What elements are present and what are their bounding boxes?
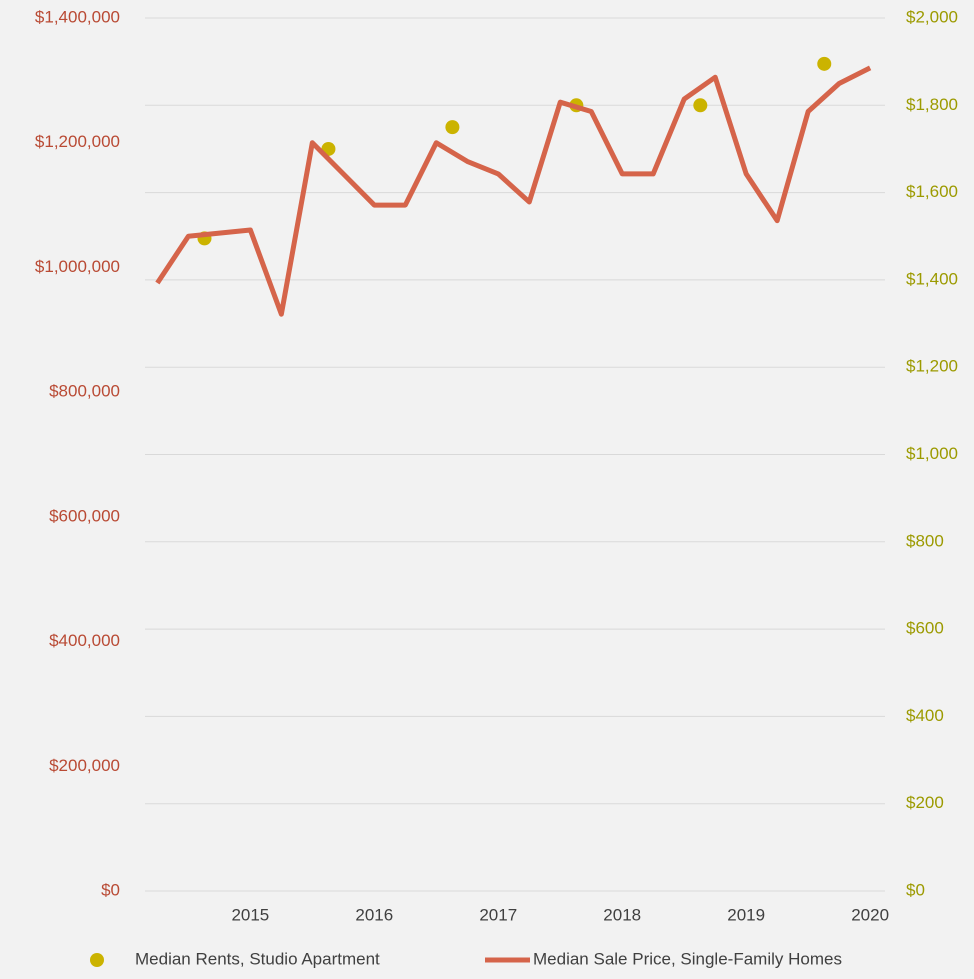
dot [445, 120, 460, 135]
y2-tick-label: $2,000 [906, 7, 958, 26]
line [155, 65, 872, 317]
x-tick-label: 2016 [355, 905, 393, 924]
y2-tick-label: $1,600 [906, 182, 958, 201]
y-tick-label: $0 [101, 880, 120, 899]
y-tick-label: $1,400,000 [35, 7, 120, 26]
x-tick-label: 2019 [727, 905, 765, 924]
x-tick-label: 2015 [231, 905, 269, 924]
x-tick-label: 2020 [851, 905, 889, 924]
dot [693, 98, 708, 113]
dot [817, 56, 832, 71]
y-tick-label: $1,200,000 [35, 132, 120, 151]
y2-tick-label: $1,000 [906, 444, 958, 463]
legend-dot [90, 953, 104, 967]
y2-tick-label: $0 [906, 880, 925, 899]
y-tick-label: $600,000 [49, 506, 120, 525]
y2-tick-label: $200 [906, 793, 944, 812]
y-tick-label: $800,000 [49, 382, 120, 401]
y-tick-label: $400,000 [49, 631, 120, 650]
y2-tick-label: $400 [906, 706, 944, 725]
y-tick-label: $1,000,000 [35, 257, 120, 276]
y2-tick-label: $1,800 [906, 95, 958, 114]
y2-tick-label: $1,400 [906, 269, 958, 288]
x-tick-label: 2018 [603, 905, 641, 924]
y-tick-label: $200,000 [49, 756, 120, 775]
y2-tick-label: $1,200 [906, 357, 958, 376]
legend-label: Median Sale Price, Single-Family Homes [533, 949, 842, 968]
x-tick-label: 2017 [479, 905, 517, 924]
y2-tick-label: $800 [906, 531, 944, 550]
legend-label: Median Rents, Studio Apartment [135, 949, 380, 968]
y2-tick-label: $600 [906, 619, 944, 638]
